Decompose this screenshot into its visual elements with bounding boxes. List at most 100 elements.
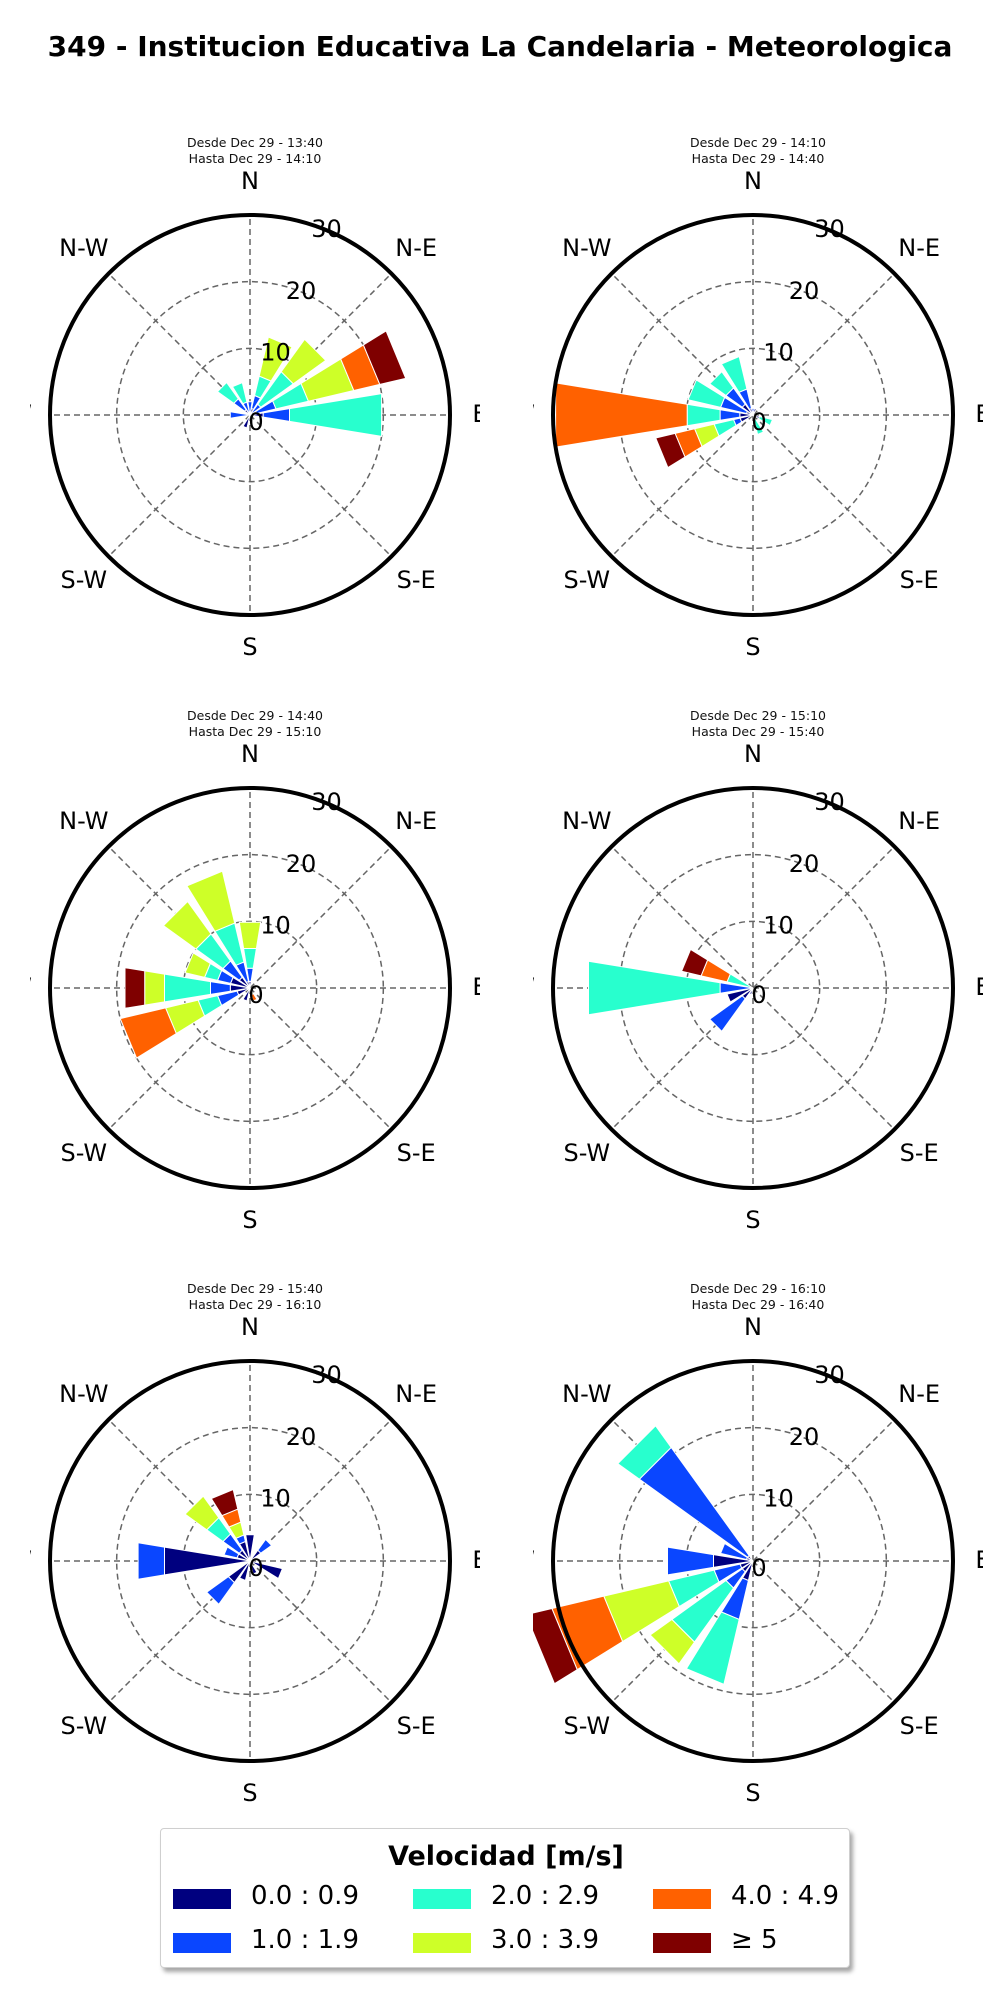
radial-tick-label: 0 xyxy=(751,981,766,1009)
panel-2-hasta: Hasta Dec 29 - 14:40 xyxy=(691,151,825,166)
legend-title: Velocidad [m/s] xyxy=(388,1841,624,1872)
wedge-bin-2 xyxy=(708,370,735,397)
wedge-bin-1 xyxy=(137,1542,165,1580)
direction-label: S-E xyxy=(900,566,939,594)
direction-label: S xyxy=(745,633,760,661)
wedge-bin-3 xyxy=(258,336,293,382)
radial-tick-label: 10 xyxy=(763,911,794,939)
direction-label: S xyxy=(242,633,257,661)
direction-label: E xyxy=(472,973,480,1001)
direction-label: N-E xyxy=(898,807,940,835)
direction-label: N xyxy=(744,170,762,195)
wedge-bin-1 xyxy=(257,1538,273,1554)
direction-label: S-E xyxy=(900,1139,939,1167)
direction-label: N-W xyxy=(59,807,108,835)
wedge-bin-2 xyxy=(720,355,748,393)
wedge-bin-2 xyxy=(231,381,248,405)
legend-label-4: 4.0 : 4.9 xyxy=(731,1881,839,1911)
grid-circle xyxy=(182,1493,318,1629)
radial-tick-label: 10 xyxy=(763,338,794,366)
wedge-bin-5 xyxy=(210,1488,239,1517)
radial-tick-label: 30 xyxy=(814,1361,845,1389)
direction-label: E xyxy=(975,973,983,1001)
wedge-bin-3 xyxy=(162,900,212,950)
windrose-4: 0 10 20 30 N N-E E S-E S S-W W N-W xyxy=(533,743,983,1234)
wedge-bin-2 xyxy=(617,1425,672,1480)
panel-6-hasta: Hasta Dec 29 - 16:40 xyxy=(691,1297,825,1312)
direction-label: S-E xyxy=(397,1712,436,1740)
direction-label: N xyxy=(744,743,762,768)
wedge-bin-1 xyxy=(667,1546,714,1576)
direction-label: E xyxy=(472,400,480,428)
direction-label: S xyxy=(745,1206,760,1234)
spoke-line xyxy=(108,414,251,557)
direction-label: S-W xyxy=(563,566,610,594)
direction-label: S-W xyxy=(60,1712,107,1740)
radial-tick-label: 0 xyxy=(751,408,766,436)
wedge-bin-0 xyxy=(752,407,758,416)
wedge-bin-2 xyxy=(588,960,721,1016)
wedge-bin-3 xyxy=(184,1495,220,1531)
direction-label: S-W xyxy=(563,1139,610,1167)
direction-label: N-W xyxy=(59,234,108,262)
panel-1-desde: Desde Dec 29 - 13:40 xyxy=(187,135,323,150)
wedge-bin-2 xyxy=(687,379,726,408)
legend-label-2: 2.0 : 2.9 xyxy=(491,1881,599,1911)
legend-label-0: 0.0 : 0.9 xyxy=(251,1881,359,1911)
direction-label: N-E xyxy=(898,1380,940,1408)
grid-circle xyxy=(685,1493,821,1629)
legend-swatch-1 xyxy=(173,1933,231,1953)
wedge-bin-1 xyxy=(205,1575,236,1606)
spoke-line xyxy=(249,987,392,1130)
direction-label: N xyxy=(241,1316,259,1341)
wedge-bin-3 xyxy=(186,870,236,932)
windrose-panel-5: Desde Dec 29 - 15:40 Hasta Dec 29 - 16:1… xyxy=(30,1276,480,1836)
direction-label: E xyxy=(975,400,983,428)
windrose-panel-1: Desde Dec 29 - 13:40 Hasta Dec 29 - 14:1… xyxy=(30,130,480,690)
windrose-panel-6: Desde Dec 29 - 16:10 Hasta Dec 29 - 16:4… xyxy=(533,1276,983,1836)
radial-tick-label: 20 xyxy=(789,1423,820,1451)
wedge-bin-2 xyxy=(289,393,383,437)
direction-label: N-W xyxy=(562,234,611,262)
chart-title: 349 - Institucion Educativa La Candelari… xyxy=(47,30,953,63)
radial-tick-label: 30 xyxy=(814,215,845,243)
direction-label: E xyxy=(975,1546,983,1574)
wedge-bin-4 xyxy=(250,993,258,1002)
spoke-line xyxy=(752,1560,895,1703)
spoke-line xyxy=(249,414,392,557)
outer-circle xyxy=(48,1359,452,1763)
direction-label: W xyxy=(30,400,32,428)
direction-label: N-E xyxy=(395,1380,437,1408)
direction-label: N-W xyxy=(562,807,611,835)
grid-circle xyxy=(685,920,821,1056)
direction-label: N xyxy=(241,743,259,768)
wedge-bin-5 xyxy=(533,1607,578,1685)
spoke-line xyxy=(752,273,895,416)
direction-label: N xyxy=(744,1316,762,1341)
spoke-line xyxy=(752,1419,895,1562)
wedge-bin-2 xyxy=(216,381,239,404)
direction-label: S-E xyxy=(900,1712,939,1740)
wedge-bin-2 xyxy=(686,403,721,427)
radial-tick-label: 10 xyxy=(763,1484,794,1512)
windrose-panel-3: Desde Dec 29 - 14:40 Hasta Dec 29 - 15:1… xyxy=(30,703,480,1263)
radial-tick-label: 20 xyxy=(789,850,820,878)
wedge-bin-1 xyxy=(708,995,746,1033)
legend-swatch-5 xyxy=(653,1933,711,1953)
direction-label: S xyxy=(242,1206,257,1234)
radial-tick-label: 0 xyxy=(248,1554,263,1582)
panel-1-hasta: Hasta Dec 29 - 14:10 xyxy=(188,151,322,166)
legend-swatch-2 xyxy=(413,1889,471,1909)
direction-label: W xyxy=(533,400,535,428)
wedge-bin-5 xyxy=(680,948,709,977)
direction-label: N-E xyxy=(395,807,437,835)
outer-circle xyxy=(48,786,452,1190)
direction-label: N-W xyxy=(562,1380,611,1408)
direction-label: S-W xyxy=(60,566,107,594)
radial-tick-label: 0 xyxy=(751,1554,766,1582)
direction-label: W xyxy=(30,973,32,1001)
windrose-panel-4: Desde Dec 29 - 15:10 Hasta Dec 29 - 15:4… xyxy=(533,703,983,1263)
direction-label: W xyxy=(533,973,535,1001)
radial-tick-label: 30 xyxy=(311,215,342,243)
panel-3-hasta: Hasta Dec 29 - 15:10 xyxy=(188,724,322,739)
